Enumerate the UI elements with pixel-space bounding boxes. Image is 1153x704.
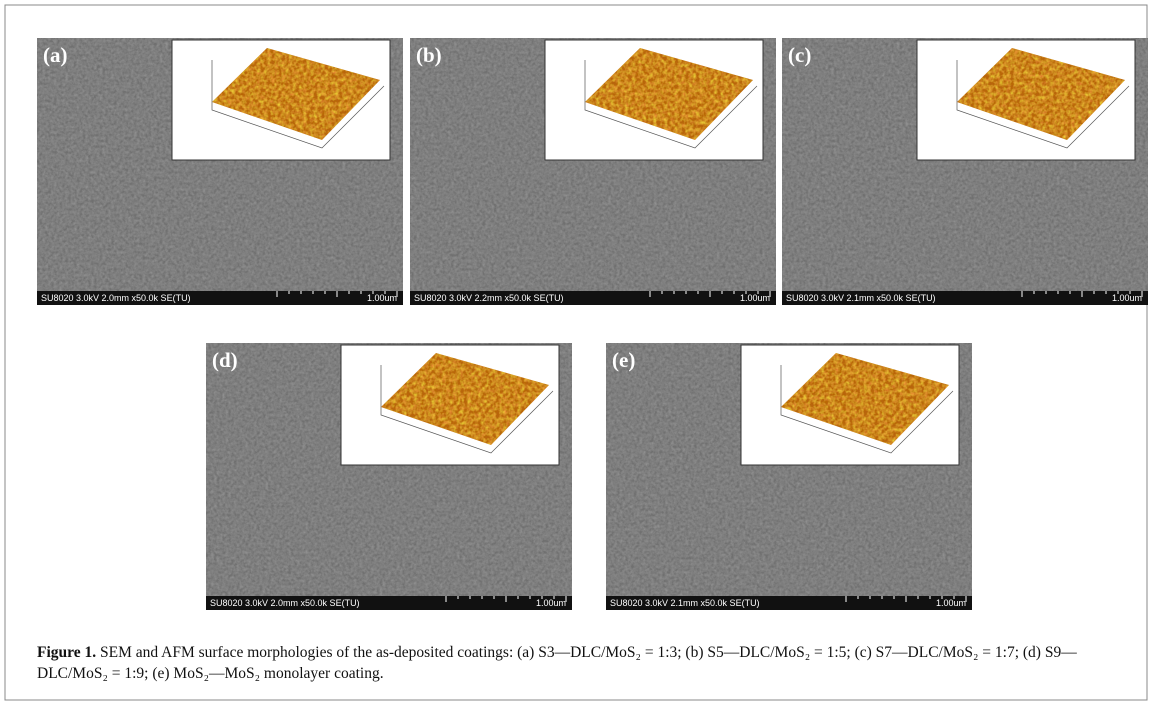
sem-info: SU8020 3.0kV 2.1mm x50.0k SE(TU) (786, 293, 936, 303)
panel-label: (b) (416, 43, 442, 67)
panel-label: (c) (788, 43, 811, 67)
scale-label: 1.00um (740, 293, 770, 303)
scale-label: 1.00um (1112, 293, 1142, 303)
caption-label: Figure 1. (37, 644, 96, 661)
panel-label: (a) (43, 43, 68, 67)
sem-info: SU8020 3.0kV 2.0mm x50.0k SE(TU) (210, 598, 360, 608)
panel-label: (d) (212, 348, 238, 372)
page: SU8020 3.0kV 2.0mm x50.0k SE(TU) 1.00um (a… (0, 0, 1153, 704)
scale-label: 1.00um (936, 598, 966, 608)
sem-info: SU8020 3.0kV 2.2mm x50.0k SE(TU) (414, 293, 564, 303)
caption: Figure 1. SEM and AFM surface morphologi… (37, 642, 1137, 684)
sem-info: SU8020 3.0kV 2.1mm x50.0k SE(TU) (610, 598, 760, 608)
panel-label: (e) (612, 348, 635, 372)
sem-info: SU8020 3.0kV 2.0mm x50.0k SE(TU) (41, 293, 191, 303)
figure: SU8020 3.0kV 2.0mm x50.0k SE(TU) 1.00um (a… (0, 0, 1153, 704)
caption-text: SEM and AFM surface morphologies of the … (37, 644, 1077, 682)
scale-label: 1.00um (367, 293, 397, 303)
scale-label: 1.00um (536, 598, 566, 608)
